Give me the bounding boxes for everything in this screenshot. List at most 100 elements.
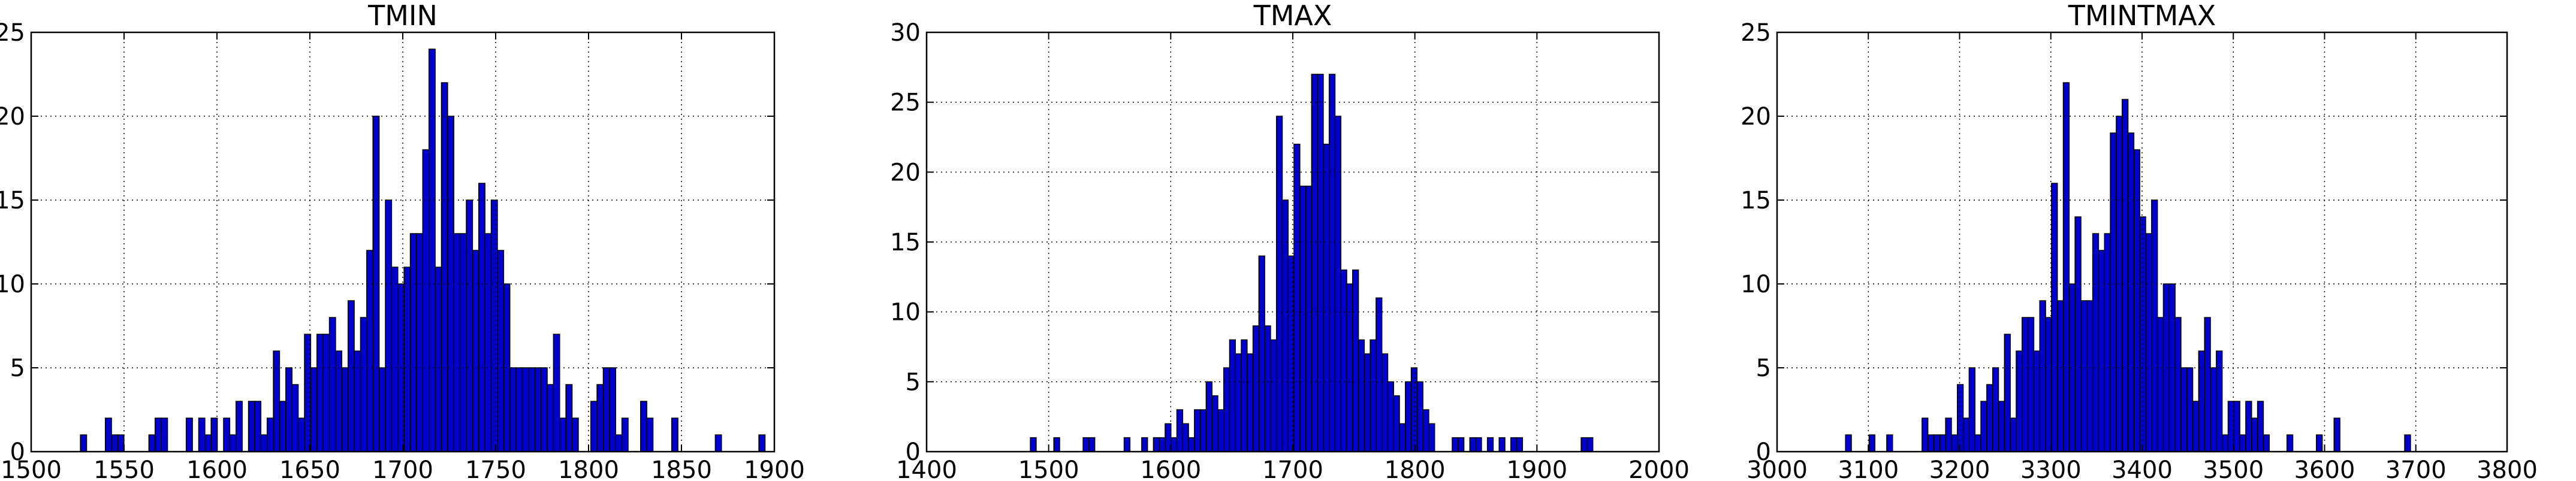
y-tick-label: 30: [890, 19, 921, 47]
histogram-bar: [609, 367, 617, 452]
histogram-bar: [1370, 339, 1377, 452]
histogram-bar: [1159, 437, 1166, 452]
histogram-bar: [1922, 418, 1929, 452]
histogram-bar: [1405, 381, 1412, 452]
histogram-bar: [484, 233, 492, 452]
histogram-bar: [1275, 116, 1283, 452]
x-tick-label: 1900: [1506, 456, 1567, 481]
histogram-bar: [528, 367, 535, 452]
histogram-bar: [1992, 367, 1999, 452]
histogram-bar: [1416, 381, 1423, 452]
histogram-bar: [204, 434, 212, 452]
histogram-bar: [1241, 339, 1248, 452]
histogram-bar: [2098, 250, 2106, 452]
histogram-bar: [2316, 434, 2323, 452]
histogram-bar: [273, 350, 280, 452]
histogram-bar: [571, 418, 579, 452]
histogram-bar: [1387, 381, 1394, 452]
y-tick-label: 0: [1756, 438, 1771, 466]
histogram-bar: [1886, 434, 1893, 452]
histogram-bar: [155, 418, 162, 452]
x-tick-label: 1800: [558, 456, 619, 481]
histogram-bar: [2210, 367, 2217, 452]
histogram-bar: [2239, 434, 2246, 452]
panel-title: TMINTMAX: [2068, 0, 2216, 32]
histogram-bar: [248, 401, 255, 452]
histogram-bar: [2233, 401, 2240, 452]
histogram-bar: [1957, 384, 1964, 452]
x-tick-label: 3700: [2385, 456, 2447, 481]
histogram-bar: [2156, 317, 2164, 452]
histogram-bar: [671, 418, 678, 452]
histogram-bar: [322, 334, 330, 452]
histogram-bar: [1951, 434, 1958, 452]
histogram-bar: [2245, 401, 2252, 452]
histogram-bar: [2257, 401, 2264, 452]
x-tick-label: 3300: [2020, 456, 2082, 481]
histogram-bar: [366, 250, 373, 452]
histogram-bar: [615, 434, 623, 452]
x-tick-label: 1800: [1384, 456, 1446, 481]
histogram-bar: [1428, 423, 1435, 452]
histogram-bar: [2145, 233, 2152, 452]
histogram-bar: [185, 418, 193, 452]
x-tick-label: 1700: [372, 456, 433, 481]
x-axis: 3000 3100 3200 3300 3400 3500 3600 3700 3800: [1747, 32, 2538, 481]
histogram-bar: [2104, 233, 2111, 452]
histogram-bar: [1205, 381, 1212, 452]
histogram-bar: [547, 384, 554, 452]
histogram-bar: [509, 367, 517, 452]
histogram-bar: [1340, 269, 1347, 452]
histogram-bar: [310, 367, 318, 452]
x-tick-label: 1700: [1262, 456, 1323, 481]
y-tick-label: 5: [1756, 355, 1771, 382]
histogram-bar: [1281, 199, 1289, 452]
histogram-bar: [1927, 434, 1935, 452]
histogram-bar: [2251, 418, 2258, 452]
histogram-bar: [391, 267, 399, 452]
y-tick-label: 20: [1741, 103, 1771, 131]
histogram-bar: [2110, 132, 2117, 452]
histogram-bar: [1945, 418, 1952, 452]
histogram-bar: [1030, 437, 1037, 452]
histogram-bar: [2116, 116, 2123, 452]
y-tick-label: 25: [890, 89, 921, 117]
y-axis: 0 5 10 15 20 25: [1741, 19, 2507, 466]
histogram-bar: [347, 300, 355, 452]
histogram-bar: [1586, 437, 1594, 452]
y-tick-label: 5: [10, 355, 25, 382]
histogram-bar: [1469, 437, 1476, 452]
histogram-bar: [1264, 325, 1271, 452]
x-tick-label: 1600: [1140, 456, 1201, 481]
histogram-bar: [1399, 423, 1406, 452]
x-tick-label: 1400: [896, 456, 957, 481]
histogram-bar: [229, 434, 237, 452]
histogram-bar: [161, 418, 168, 452]
y-tick-label: 25: [1741, 19, 1771, 47]
histogram-bar: [422, 149, 430, 452]
histogram-bar: [2039, 300, 2046, 452]
histogram-bar: [236, 401, 243, 452]
histogram-bar: [1498, 437, 1506, 452]
histogram-bar: [521, 367, 529, 452]
histogram-bar: [1475, 437, 1482, 452]
histogram-bar: [1334, 116, 1341, 452]
y-tick-label: 15: [890, 229, 921, 256]
x-tick-label: 3600: [2294, 456, 2355, 481]
histogram-bar: [515, 367, 523, 452]
histogram-bar: [104, 418, 112, 452]
x-tick-label: 3500: [2203, 456, 2264, 481]
histogram-bar: [297, 418, 305, 452]
x-tick-label: 2000: [1628, 456, 1690, 481]
histogram-bar: [646, 418, 654, 452]
histogram-bar: [117, 434, 125, 452]
histogram-bar: [1311, 74, 1318, 452]
histogram-bar: [2086, 300, 2094, 452]
histogram-bar: [328, 317, 336, 452]
histogram-bar: [1364, 353, 1371, 452]
histogram-bar: [2192, 401, 2200, 452]
histogram-bar: [2027, 317, 2035, 452]
y-tick-label: 10: [0, 271, 25, 298]
histogram-bar: [1358, 339, 1365, 452]
